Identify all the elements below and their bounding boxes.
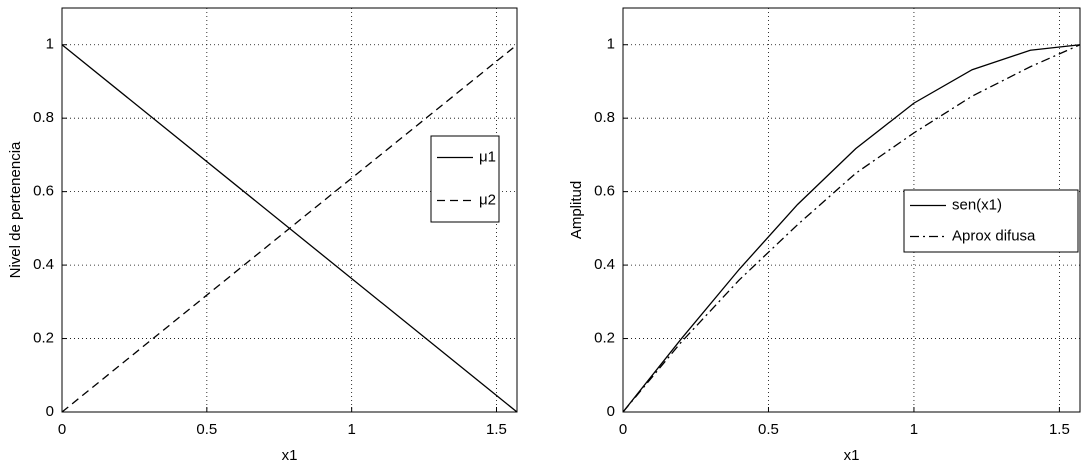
legend-box (903, 189, 1079, 253)
y-axis-label: Amplitud (568, 181, 585, 239)
x-axis-label: x1 (282, 447, 298, 464)
y-tick-label: 0.8 (594, 109, 615, 126)
legend-label: μ2 (479, 191, 496, 208)
y-tick-label: 1 (607, 36, 615, 53)
x-tick-label: 1.5 (1049, 421, 1070, 438)
x-tick-label: 0 (58, 421, 66, 438)
x-tick-label: 1 (347, 421, 355, 438)
legend-label: Aprox difusa (952, 227, 1036, 244)
y-tick-label: 0.8 (33, 109, 54, 126)
x-tick-label: 0 (619, 421, 627, 438)
y-tick-label: 0.6 (33, 183, 54, 200)
y-tick-label: 0 (607, 403, 615, 420)
series-line (61, 44, 518, 413)
x-axis-label: x1 (844, 447, 860, 464)
y-tick-label: 0.2 (33, 330, 54, 347)
legend-box (430, 135, 500, 223)
x-tick-label: 0.5 (196, 421, 217, 438)
legend-label: μ1 (479, 148, 496, 165)
axes-frame (622, 7, 1081, 413)
y-tick-label: 0.4 (33, 256, 54, 273)
legend-label: sen(x1) (952, 196, 1002, 213)
series-line (622, 44, 1081, 413)
x-tick-label: 1 (910, 421, 918, 438)
y-tick-label: 0.6 (594, 183, 615, 200)
axes-frame (61, 7, 518, 413)
y-tick-label: 0.2 (594, 330, 615, 347)
x-tick-label: 1.5 (486, 421, 507, 438)
y-tick-label: 0.4 (594, 256, 615, 273)
y-axis-label: Nivel de pertenencia (7, 141, 24, 278)
y-tick-label: 0 (46, 403, 54, 420)
series-line (622, 44, 1081, 413)
y-tick-label: 1 (46, 36, 54, 53)
x-tick-label: 0.5 (758, 421, 779, 438)
